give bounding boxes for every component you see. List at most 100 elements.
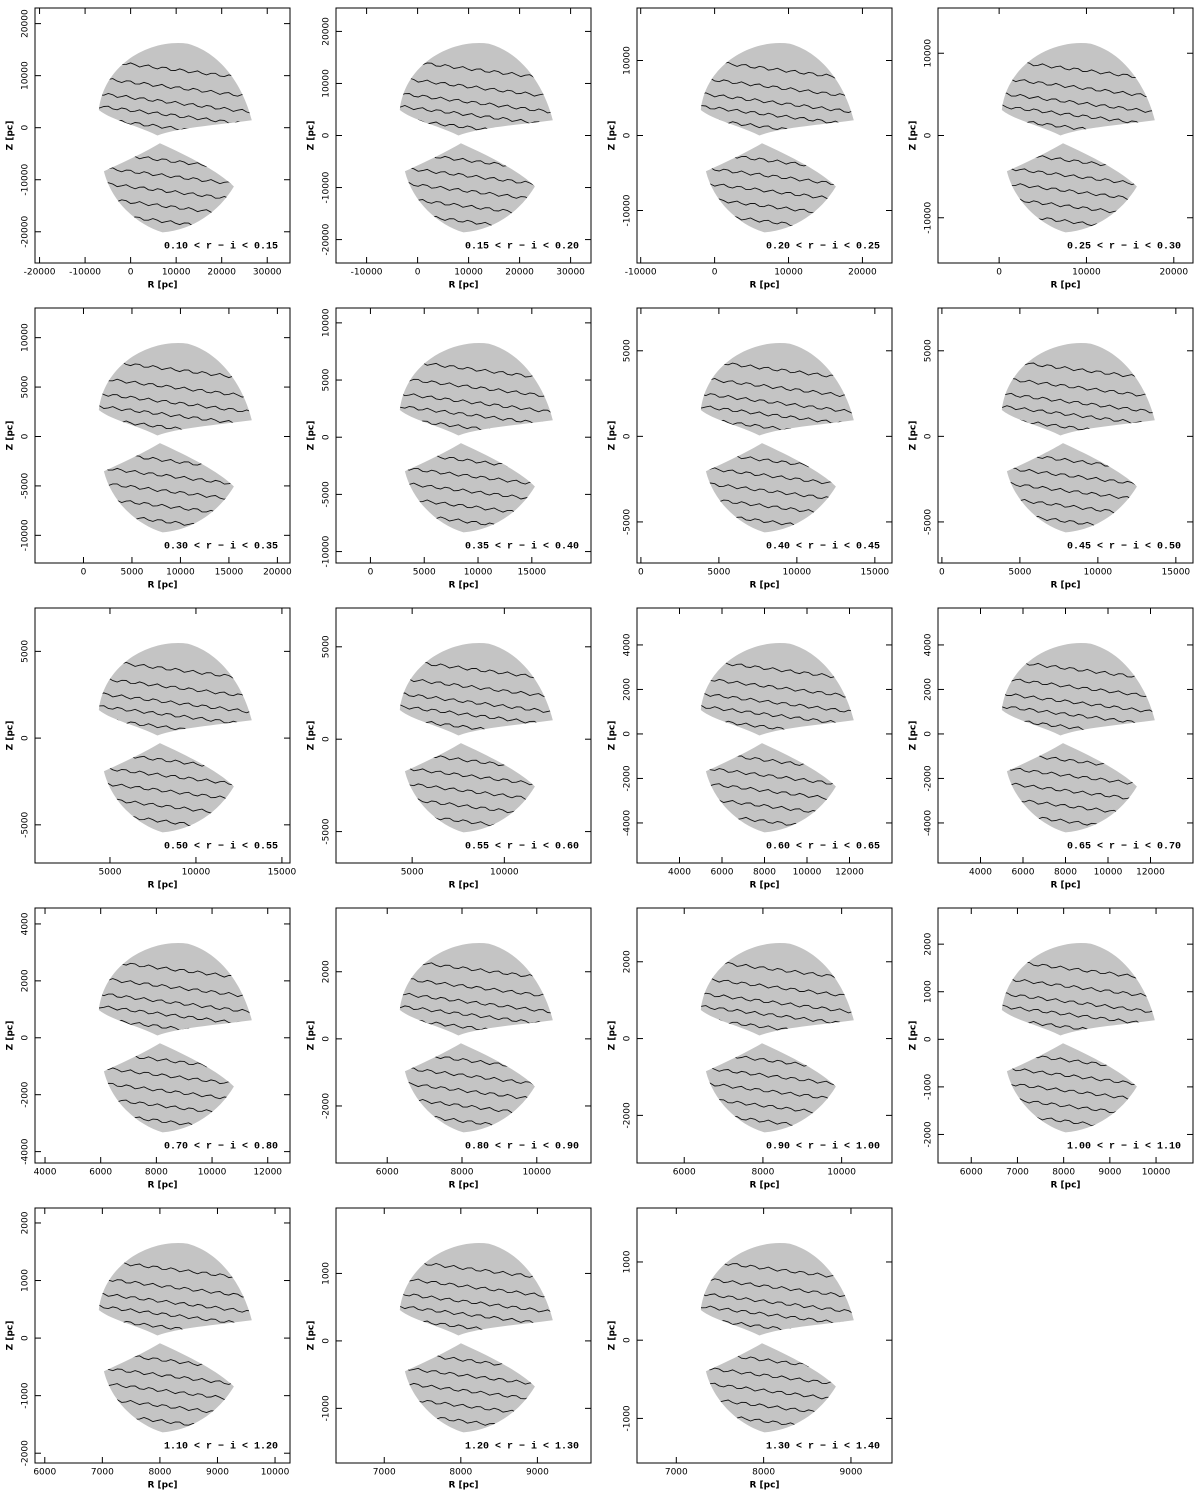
y-tick-label: 0 [21,735,31,741]
y-tick-label: 4000 [924,633,934,656]
x-tick-label: 0 [368,568,374,578]
contour-line [103,1364,234,1389]
y-tick-label: -1000 [322,1395,332,1421]
contour-line [103,780,234,805]
x-tick-label: 10000 [464,568,493,578]
x-tick-label: 0 [128,268,134,278]
y-tick-label: 0 [623,1337,633,1343]
x-tick-label: 10000 [1142,1168,1171,1178]
x-axis-label: R [pc] [1050,1181,1080,1191]
contour-line [399,675,553,700]
plot-frame [34,607,291,864]
x-tick-label: 0 [81,568,87,578]
density-region [705,143,836,233]
y-tick-label: 0 [924,731,934,737]
density-region [700,43,854,136]
annotation: 1.00 < r − i < 1.10 [1067,1141,1181,1153]
density-region [399,643,553,736]
contour-line [404,1065,535,1089]
panel: -10000 0 10000 20000 30000 -20000 -10000 0 10000… [307,7,592,291]
density-region [1006,1043,1137,1133]
x-tick-label: 6000 [33,1468,56,1478]
x-tick-label: 10000 [1072,268,1101,278]
y-tick-label: 0 [21,433,31,439]
y-axis-label: Z [pc] [6,421,16,451]
x-tick-label: 7000 [91,1468,114,1478]
contour-line [1001,990,1155,1016]
x-tick-label: -10000 [69,268,101,278]
x-tick-label: -10000 [625,268,657,278]
x-tick-label: 6000 [673,1168,696,1178]
contour-line [700,975,854,1001]
contour-line [705,1380,836,1404]
panel: 0 5000 10000 15000 -5000 0 5000 R [pc] Z [pc] 0.4… [909,307,1194,591]
y-tick-label: -20000 [21,216,31,248]
panel: 7000 8000 9000 -1000 0 1000 R [pc] Z [pc] 1.20 <… [307,1207,592,1491]
panel: 7000 8000 9000 -1000 0 1000 R [pc] Z [pc] 1.30 <… [608,1207,893,1491]
contour-line [404,465,535,489]
contour-line [103,464,234,489]
x-tick-label: -10000 [351,268,383,278]
plot-frame [636,1207,893,1464]
annotation: 0.55 < r − i < 0.60 [465,841,579,853]
contour-line [399,1275,553,1299]
contour-line [1001,691,1155,715]
x-tick-label: 9000 [526,1468,549,1478]
x-axis-label: R [pc] [147,281,177,291]
y-tick-label: 5000 [322,635,332,658]
x-axis-label: R [pc] [448,1181,478,1191]
y-tick-label: 0 [924,132,934,138]
density-region [1006,143,1137,233]
x-axis-label: R [pc] [749,1181,779,1191]
x-tick-label: 0 [996,268,1002,278]
annotation: 0.20 < r − i < 0.25 [766,241,880,253]
contour-line [399,1291,553,1315]
panel: 6000 8000 10000 -2000 0 2000 R [pc] Z [pc] 0.90 … [608,907,893,1191]
x-tick-label: 8000 [752,1468,775,1478]
x-tick-label: 4000 [668,868,691,878]
x-tick-label: 10000 [783,568,812,578]
y-tick-label: -10000 [21,164,31,196]
contour-line [1001,403,1155,428]
y-tick-label: -1000 [623,1405,633,1431]
x-tick-label: 8000 [751,1168,774,1178]
y-axis-label: Z [pc] [307,1321,317,1351]
y-tick-label: -10000 [924,202,934,234]
contour-line [399,690,553,715]
y-tick-label: -2000 [623,1102,633,1128]
x-tick-label: 15000 [268,868,297,878]
x-tick-label: 8000 [753,868,776,878]
contour-line [103,180,234,205]
x-tick-label: 0 [712,268,718,278]
contour-line [399,391,553,414]
y-tick-label: 0 [623,1035,633,1041]
density-region [705,1343,836,1433]
plot-frame [335,1207,592,1464]
density-region [103,143,234,233]
y-tick-label: 5000 [322,368,332,391]
plot-frame [34,1207,291,1464]
x-tick-label: 20000 [505,268,534,278]
panel: 6000 7000 8000 9000 10000 -2000 -1000 0 1000 2000… [909,907,1194,1191]
contour-line [399,376,553,400]
contour-line [705,179,836,205]
contour-line [700,1291,854,1315]
y-axis-label: Z [pc] [909,121,919,151]
x-tick-label: 9000 [1098,1168,1121,1178]
y-tick-label: 0 [322,736,332,742]
y-tick-label: 0 [21,1335,31,1341]
y-tick-label: 5000 [21,640,31,663]
panel: 4000 6000 8000 10000 12000 -4000 -2000 0 2000 400… [608,607,893,891]
contour-line [399,703,553,728]
y-tick-label: 0 [322,1036,332,1042]
x-tick-label: 9000 [206,1468,229,1478]
y-tick-label: 10000 [924,39,934,68]
contour-line [404,179,535,205]
contour-line [1006,781,1137,804]
density-region [700,943,854,1036]
density-region [705,443,836,533]
x-tick-label: 5000 [707,568,730,578]
contour-line [705,780,836,804]
y-tick-label: 0 [623,132,633,138]
x-tick-label: 15000 [1162,568,1191,578]
